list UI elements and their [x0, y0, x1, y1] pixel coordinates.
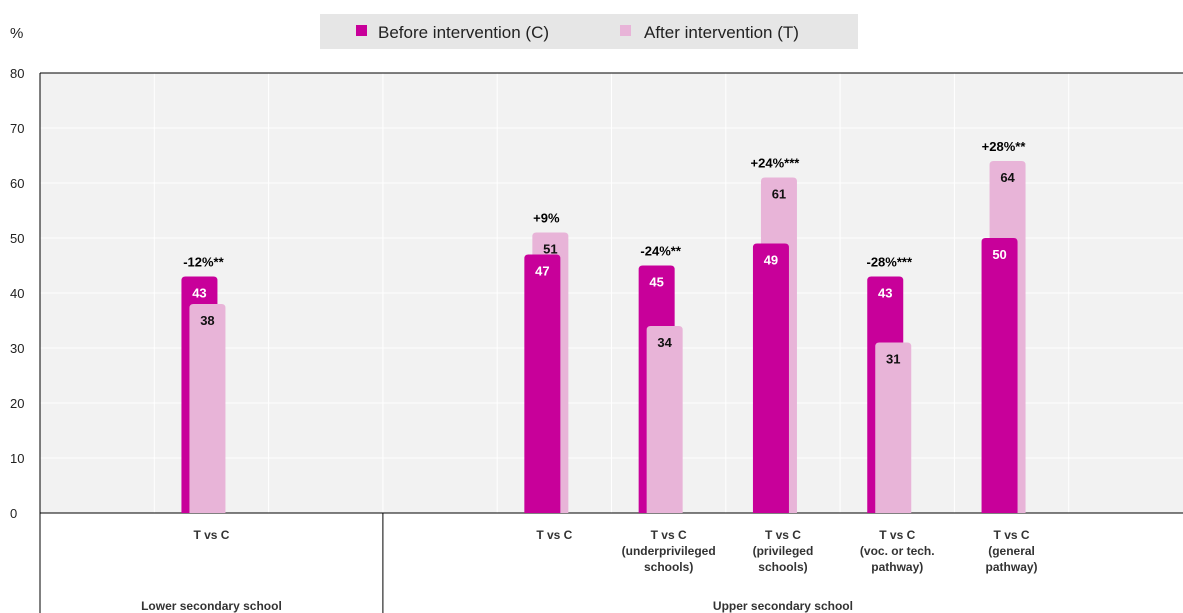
group-label: Upper secondary school: [713, 599, 853, 613]
y-tick-label: 30: [10, 341, 24, 356]
data-label-before: 45: [649, 275, 663, 290]
data-label-before: 49: [764, 253, 778, 268]
legend-background: [320, 14, 858, 49]
bar-before: [752, 243, 789, 513]
x-tick-label: T vs C: [651, 528, 687, 542]
legend-label-after: After intervention (T): [644, 23, 799, 42]
x-tick-label: (voc. or tech.: [860, 544, 935, 558]
x-tick-label: (general: [988, 544, 1035, 558]
x-tick-label: T vs C: [193, 528, 229, 542]
y-tick-label: 10: [10, 451, 24, 466]
legend: Before intervention (C) After interventi…: [320, 14, 858, 49]
bar-after: [875, 342, 912, 513]
y-tick-label: 0: [10, 506, 17, 521]
y-tick-label: 20: [10, 396, 24, 411]
x-tick-label: (privileged: [753, 544, 814, 558]
legend-label-before: Before intervention (C): [378, 23, 549, 42]
x-tick-label: schools): [644, 560, 693, 574]
data-label-before: 50: [992, 247, 1006, 262]
x-tick-label: T vs C: [765, 528, 801, 542]
difference-annotation: -24%**: [640, 244, 681, 259]
y-tick-label: 40: [10, 286, 24, 301]
y-tick-label: 60: [10, 176, 24, 191]
legend-swatch-after: [620, 25, 631, 36]
bar-after: [646, 326, 683, 513]
y-axis-label: %: [10, 25, 23, 42]
data-label-after: 31: [886, 352, 900, 367]
y-tick-label: 50: [10, 231, 24, 246]
x-tick-label: pathway): [986, 560, 1038, 574]
y-tick-label: 70: [10, 121, 24, 136]
bar-before: [981, 238, 1018, 513]
group-label: Lower secondary school: [141, 599, 282, 613]
data-label-after: 38: [200, 313, 214, 328]
data-label-after: 51: [543, 242, 557, 257]
x-tick-label: T vs C: [536, 528, 572, 542]
data-label-before: 47: [535, 264, 549, 279]
data-label-after: 61: [772, 187, 786, 202]
data-label-after: 64: [1000, 170, 1015, 185]
bar-before: [524, 254, 561, 513]
difference-annotation: +28%**: [982, 139, 1027, 154]
legend-swatch-before: [356, 25, 367, 36]
data-label-before: 43: [878, 286, 892, 301]
y-tick-label: 80: [10, 66, 24, 81]
x-tick-label: pathway): [871, 560, 923, 574]
difference-annotation: +24%***: [751, 156, 801, 171]
x-tick-label: (underprivileged: [622, 544, 716, 558]
difference-annotation: -28%***: [866, 255, 912, 270]
bar-after: [189, 304, 226, 513]
difference-annotation: +9%: [533, 211, 560, 226]
x-tick-label: T vs C: [879, 528, 915, 542]
data-label-before: 43: [192, 286, 206, 301]
difference-annotation: -12%**: [183, 255, 224, 270]
x-tick-label: schools): [758, 560, 807, 574]
data-label-after: 34: [657, 335, 672, 350]
x-tick-label: T vs C: [994, 528, 1030, 542]
